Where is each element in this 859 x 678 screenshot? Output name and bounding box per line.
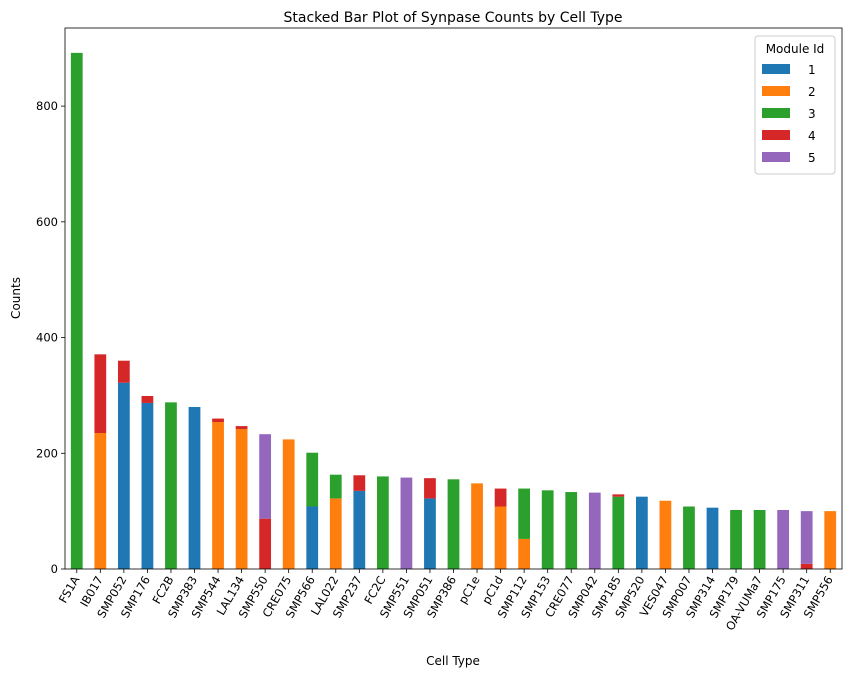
bar-segment — [800, 511, 813, 564]
bar-segment — [494, 488, 507, 507]
bar-segment — [424, 498, 436, 569]
chart-title: Stacked Bar Plot of Synpase Counts by Ce… — [284, 10, 623, 26]
bar-segment — [635, 496, 648, 569]
bar-segment — [259, 434, 272, 519]
bar-segment — [588, 492, 601, 569]
x-axis-label: Cell Type — [426, 654, 480, 668]
bar-segment — [329, 474, 342, 499]
x-axis: FS1AIB017SMP052SMP176FC2BSMP383SMP544LAL… — [56, 569, 836, 633]
bar-segment — [518, 488, 531, 539]
legend-swatch — [762, 86, 790, 96]
bar-segment — [659, 500, 672, 569]
y-tick-label: 200 — [36, 446, 58, 460]
bar-segment — [376, 476, 389, 569]
y-tick-label: 0 — [51, 562, 58, 576]
bar-segment — [165, 402, 177, 569]
bar-segment — [117, 382, 130, 569]
bar-segment — [800, 563, 813, 569]
y-tick-label: 400 — [36, 331, 58, 345]
bar-segment — [235, 426, 248, 429]
bar-segment — [141, 395, 154, 403]
bars-group — [70, 52, 837, 570]
y-tick-label: 600 — [36, 215, 58, 229]
bar-segment — [494, 506, 507, 569]
bar-segment — [329, 498, 342, 569]
bar-segment — [541, 490, 554, 569]
bar-segment — [94, 433, 107, 569]
bar-segment — [753, 509, 766, 569]
legend-label: 5 — [808, 151, 816, 165]
bar-segment — [824, 511, 837, 569]
legend-label: 4 — [808, 129, 816, 143]
bar-segment — [306, 506, 319, 569]
bar-segment — [259, 518, 272, 569]
bar-segment — [447, 479, 460, 569]
bar-segment — [612, 496, 625, 569]
bar-segment — [353, 490, 366, 569]
legend-label: 1 — [808, 63, 816, 77]
x-tick-label: pC1e — [456, 574, 483, 607]
legend-swatch — [762, 64, 790, 74]
bar-segment — [471, 483, 483, 569]
bar-segment — [400, 477, 413, 569]
y-axis: 0 200 400 600 800 — [36, 99, 65, 576]
bar-segment — [188, 406, 201, 569]
bar-segment — [730, 509, 742, 569]
bar-segment — [306, 452, 319, 507]
bar-segment — [282, 439, 295, 569]
y-axis-label: Counts — [9, 277, 23, 319]
bar-segment — [518, 538, 531, 569]
plot-frame — [64, 27, 843, 570]
bar-segment — [212, 422, 224, 569]
bar-segment — [141, 402, 154, 569]
legend-title: Module Id — [766, 42, 825, 56]
bar-segment — [565, 492, 578, 569]
bar-segment — [777, 509, 790, 569]
legend-label: 3 — [808, 107, 816, 121]
legend: Module Id 1 2 3 4 5 — [754, 35, 836, 175]
bar-segment — [353, 475, 366, 491]
bar-segment — [70, 52, 83, 570]
bar-segment — [117, 360, 130, 383]
bar-segment — [706, 507, 719, 569]
legend-swatch — [762, 130, 790, 140]
y-tick-label: 800 — [36, 99, 58, 113]
legend-swatch — [762, 152, 790, 162]
legend-label: 2 — [808, 85, 816, 99]
legend-swatch — [762, 108, 790, 118]
bar-segment — [212, 418, 224, 423]
bar-segment — [94, 354, 107, 434]
bar-segment — [683, 506, 695, 569]
bar-segment — [612, 494, 625, 497]
bar-segment — [235, 428, 248, 569]
bar-segment — [424, 478, 436, 499]
